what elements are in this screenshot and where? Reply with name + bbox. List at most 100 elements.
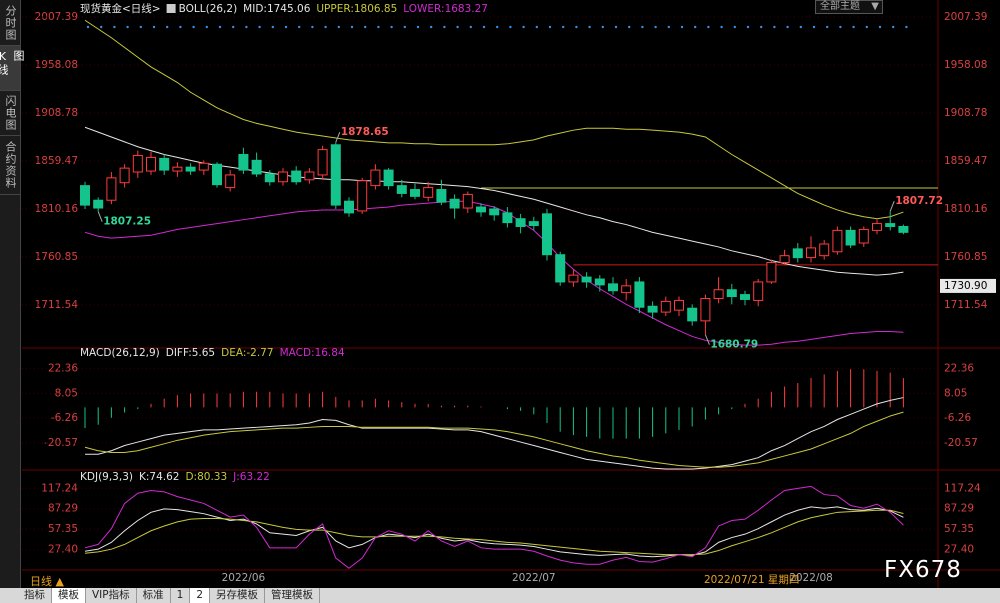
price-annotation: 1878.65 [341,126,389,138]
event-dot [680,25,684,29]
candle-body [621,285,632,294]
legend-entry: MID:1745.06 [243,3,311,15]
event-dot [799,25,802,29]
event-dot [628,25,631,29]
indicator-icon [166,4,176,13]
event-dot [522,25,525,29]
indicator-line [84,19,904,220]
candle-body [251,159,262,175]
candle-body [515,218,526,227]
event-dot [337,25,340,29]
annotation-leader [97,211,103,222]
candle-body [766,261,777,283]
y-tick-label: 1810.16 [35,203,79,215]
candle-body [172,166,183,172]
y-tick-label: 87.29 [944,503,974,515]
event-dot [878,25,882,29]
candle-body [146,156,156,172]
bottom-tab[interactable]: 2 [190,588,210,603]
side-tab[interactable]: 合约资料 [0,136,20,195]
candle-body [489,208,500,216]
candle-body [264,173,275,183]
candle-body [370,169,381,187]
y-tick-label: 57.35 [944,523,974,535]
y-tick-label: 1859.47 [944,155,987,167]
candle-body [819,243,830,257]
candle-body [858,228,869,244]
event-dot [152,25,156,29]
event-dot [311,25,314,29]
price-annotation: 1807.72 [895,195,943,207]
candle-body [185,166,196,172]
candle-body [555,254,566,283]
candle-body [502,212,513,224]
y-tick-label: 1760.85 [944,251,987,263]
y-tick-label: 1859.47 [35,155,78,167]
event-dot [562,25,565,29]
event-dot [826,25,829,29]
candle-body [304,171,315,181]
theme-select[interactable]: 全部主题 ▼ [815,0,883,14]
event-dot [839,25,842,29]
y-tick-label: -6.26 [944,412,971,424]
legend-entry: 现货黄金<日线> [80,2,161,15]
candle-body [410,189,420,197]
side-tab[interactable]: K线图 [0,46,25,91]
candle-body [357,180,368,212]
event-dot [430,25,433,29]
event-dot [100,25,103,29]
candle-body [674,299,684,311]
event-dot [218,25,222,29]
event-dot [86,25,90,29]
candle-body [238,154,249,171]
candle-body [872,223,882,231]
event-dot [773,25,776,29]
x-tick-label: 2022/08 [789,572,833,584]
annotation-leader [889,201,895,212]
event-dot [245,25,248,29]
event-dot [258,25,261,29]
candle-body [291,170,302,183]
y-tick-label: 1958.08 [35,59,78,71]
candle-body [594,278,605,286]
side-tab[interactable]: 分时图 [0,0,20,46]
candle-body [119,167,130,184]
price-annotation: 1680.79 [710,339,758,351]
side-tab[interactable]: 闪电图 [0,91,20,136]
event-dot [443,25,446,29]
event-dot [403,25,406,29]
y-tick-label: 1908.78 [944,107,987,119]
y-tick-label: 1760.85 [35,251,78,263]
event-dot [641,25,644,29]
bottom-tab[interactable]: 另存模板 [210,588,265,603]
y-tick-label: 117.24 [944,482,981,494]
candle-body [528,221,539,227]
event-dot [548,25,552,29]
y-tick-label: 22.36 [944,363,974,375]
bottom-tab[interactable]: 模板 [52,588,86,603]
event-dot [905,25,908,29]
annotation-leader [704,334,710,345]
event-dot [760,25,763,29]
candle-body [330,144,341,206]
bottom-tab[interactable]: 1 [171,588,191,603]
bottom-tab[interactable]: 指标 [18,588,52,603]
event-dot [786,25,789,29]
event-dot [892,25,895,29]
bottom-tab[interactable]: 管理模板 [265,588,320,603]
event-dot [852,25,855,29]
candle-body [344,200,354,214]
bottom-tab[interactable]: VIP指标 [86,588,137,603]
legend-entry: MACD(26,12,9) [80,347,160,359]
x-tick-label: 2022/06 [222,572,266,584]
y-tick-label: 1711.54 [35,299,79,311]
period-select[interactable]: 日线 ▲ [30,575,64,588]
candle-body [634,281,645,308]
candle-body [106,177,117,201]
event-dot [469,25,472,29]
candle-body [885,223,896,227]
bottom-tab[interactable]: 标准 [137,588,171,603]
event-dot [812,25,816,29]
dropdown-arrow: ▼ [871,1,879,12]
legend-entry: KDJ(9,3,3) [80,471,133,483]
